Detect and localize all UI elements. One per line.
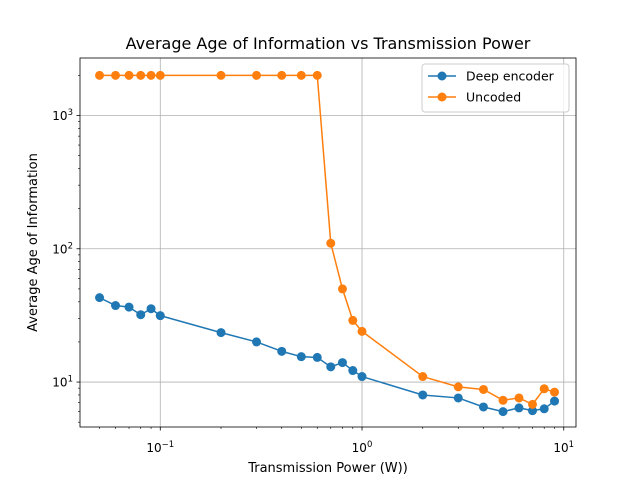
data-point-deep-encoder xyxy=(216,328,226,338)
x-tick-exponent: 0 xyxy=(367,440,372,450)
data-point-deep-encoder xyxy=(357,372,367,382)
y-tick-exponent: 1 xyxy=(68,375,73,385)
y-tick-base: 10 xyxy=(52,242,67,256)
x-tick-exponent: 1 xyxy=(569,440,574,450)
x-axis-label: Transmission Power (W)) xyxy=(247,461,408,476)
data-point-deep-encoder xyxy=(124,302,134,312)
y-tick-base: 10 xyxy=(52,376,67,390)
data-point-uncoded xyxy=(357,326,367,336)
data-point-uncoded xyxy=(277,70,287,80)
data-point-deep-encoder xyxy=(277,346,287,356)
chart-title: Average Age of Information vs Transmissi… xyxy=(126,34,531,53)
data-point-deep-encoder xyxy=(252,337,262,347)
data-point-deep-encoder xyxy=(296,352,306,362)
y-tick-base: 10 xyxy=(52,109,67,123)
legend-label-uncoded: Uncoded xyxy=(466,90,521,105)
data-point-deep-encoder xyxy=(312,352,322,362)
data-point-uncoded xyxy=(514,393,524,403)
x-tick-exponent: −1 xyxy=(162,440,175,450)
x-tick-label: 100 xyxy=(352,440,373,455)
data-point-deep-encoder xyxy=(539,404,549,414)
data-point-uncoded xyxy=(550,387,560,397)
data-point-uncoded xyxy=(111,70,121,80)
data-point-deep-encoder xyxy=(155,311,165,321)
data-point-deep-encoder xyxy=(146,304,156,314)
y-tick-exponent: 3 xyxy=(68,108,73,118)
data-point-uncoded xyxy=(124,70,134,80)
x-tick-label: 101 xyxy=(553,440,574,455)
x-tick-label: 10−1 xyxy=(146,440,174,455)
data-point-deep-encoder xyxy=(418,390,428,400)
data-point-deep-encoder xyxy=(95,293,105,303)
x-tick-base: 10 xyxy=(352,441,367,455)
x-tick-base: 10 xyxy=(146,441,161,455)
legend-label-deep-encoder: Deep encoder xyxy=(466,69,555,84)
data-point-deep-encoder xyxy=(498,407,508,417)
data-point-uncoded xyxy=(155,70,165,80)
y-tick-label: 101 xyxy=(52,375,73,390)
y-tick-exponent: 2 xyxy=(68,241,73,251)
y-tick-label: 102 xyxy=(52,241,73,256)
x-tick-base: 10 xyxy=(553,441,568,455)
data-point-uncoded xyxy=(539,384,549,394)
data-point-uncoded xyxy=(252,70,262,80)
data-point-uncoded xyxy=(498,395,508,405)
data-point-uncoded xyxy=(528,399,538,409)
data-point-uncoded xyxy=(453,382,463,392)
data-point-deep-encoder xyxy=(453,393,463,403)
data-point-uncoded xyxy=(95,70,105,80)
data-point-deep-encoder xyxy=(528,406,538,416)
data-point-uncoded xyxy=(337,284,347,294)
y-tick-label: 103 xyxy=(52,108,73,123)
data-point-uncoded xyxy=(478,384,488,394)
data-point-deep-encoder xyxy=(136,310,146,320)
legend: Deep encoder Uncoded xyxy=(421,63,570,113)
data-point-uncoded xyxy=(296,70,306,80)
data-point-uncoded xyxy=(146,70,156,80)
data-point-deep-encoder xyxy=(514,403,524,413)
y-axis-label: Average Age of Information xyxy=(26,153,41,332)
data-point-uncoded xyxy=(326,238,336,248)
data-point-uncoded xyxy=(418,372,428,382)
data-point-deep-encoder xyxy=(478,402,488,412)
data-point-deep-encoder xyxy=(337,358,347,368)
data-point-uncoded xyxy=(136,70,146,80)
data-point-uncoded xyxy=(216,70,226,80)
legend-marker-uncoded xyxy=(437,92,447,102)
data-point-uncoded xyxy=(312,70,322,80)
data-point-deep-encoder xyxy=(550,396,560,406)
grid xyxy=(80,58,576,427)
plot-area xyxy=(95,70,560,417)
axes-frame xyxy=(79,57,577,428)
data-point-deep-encoder xyxy=(111,301,121,311)
legend-marker-deep-encoder xyxy=(437,71,447,81)
legend-box xyxy=(421,63,570,113)
data-point-deep-encoder xyxy=(326,362,336,372)
data-point-deep-encoder xyxy=(348,366,358,376)
data-point-uncoded xyxy=(348,315,358,325)
